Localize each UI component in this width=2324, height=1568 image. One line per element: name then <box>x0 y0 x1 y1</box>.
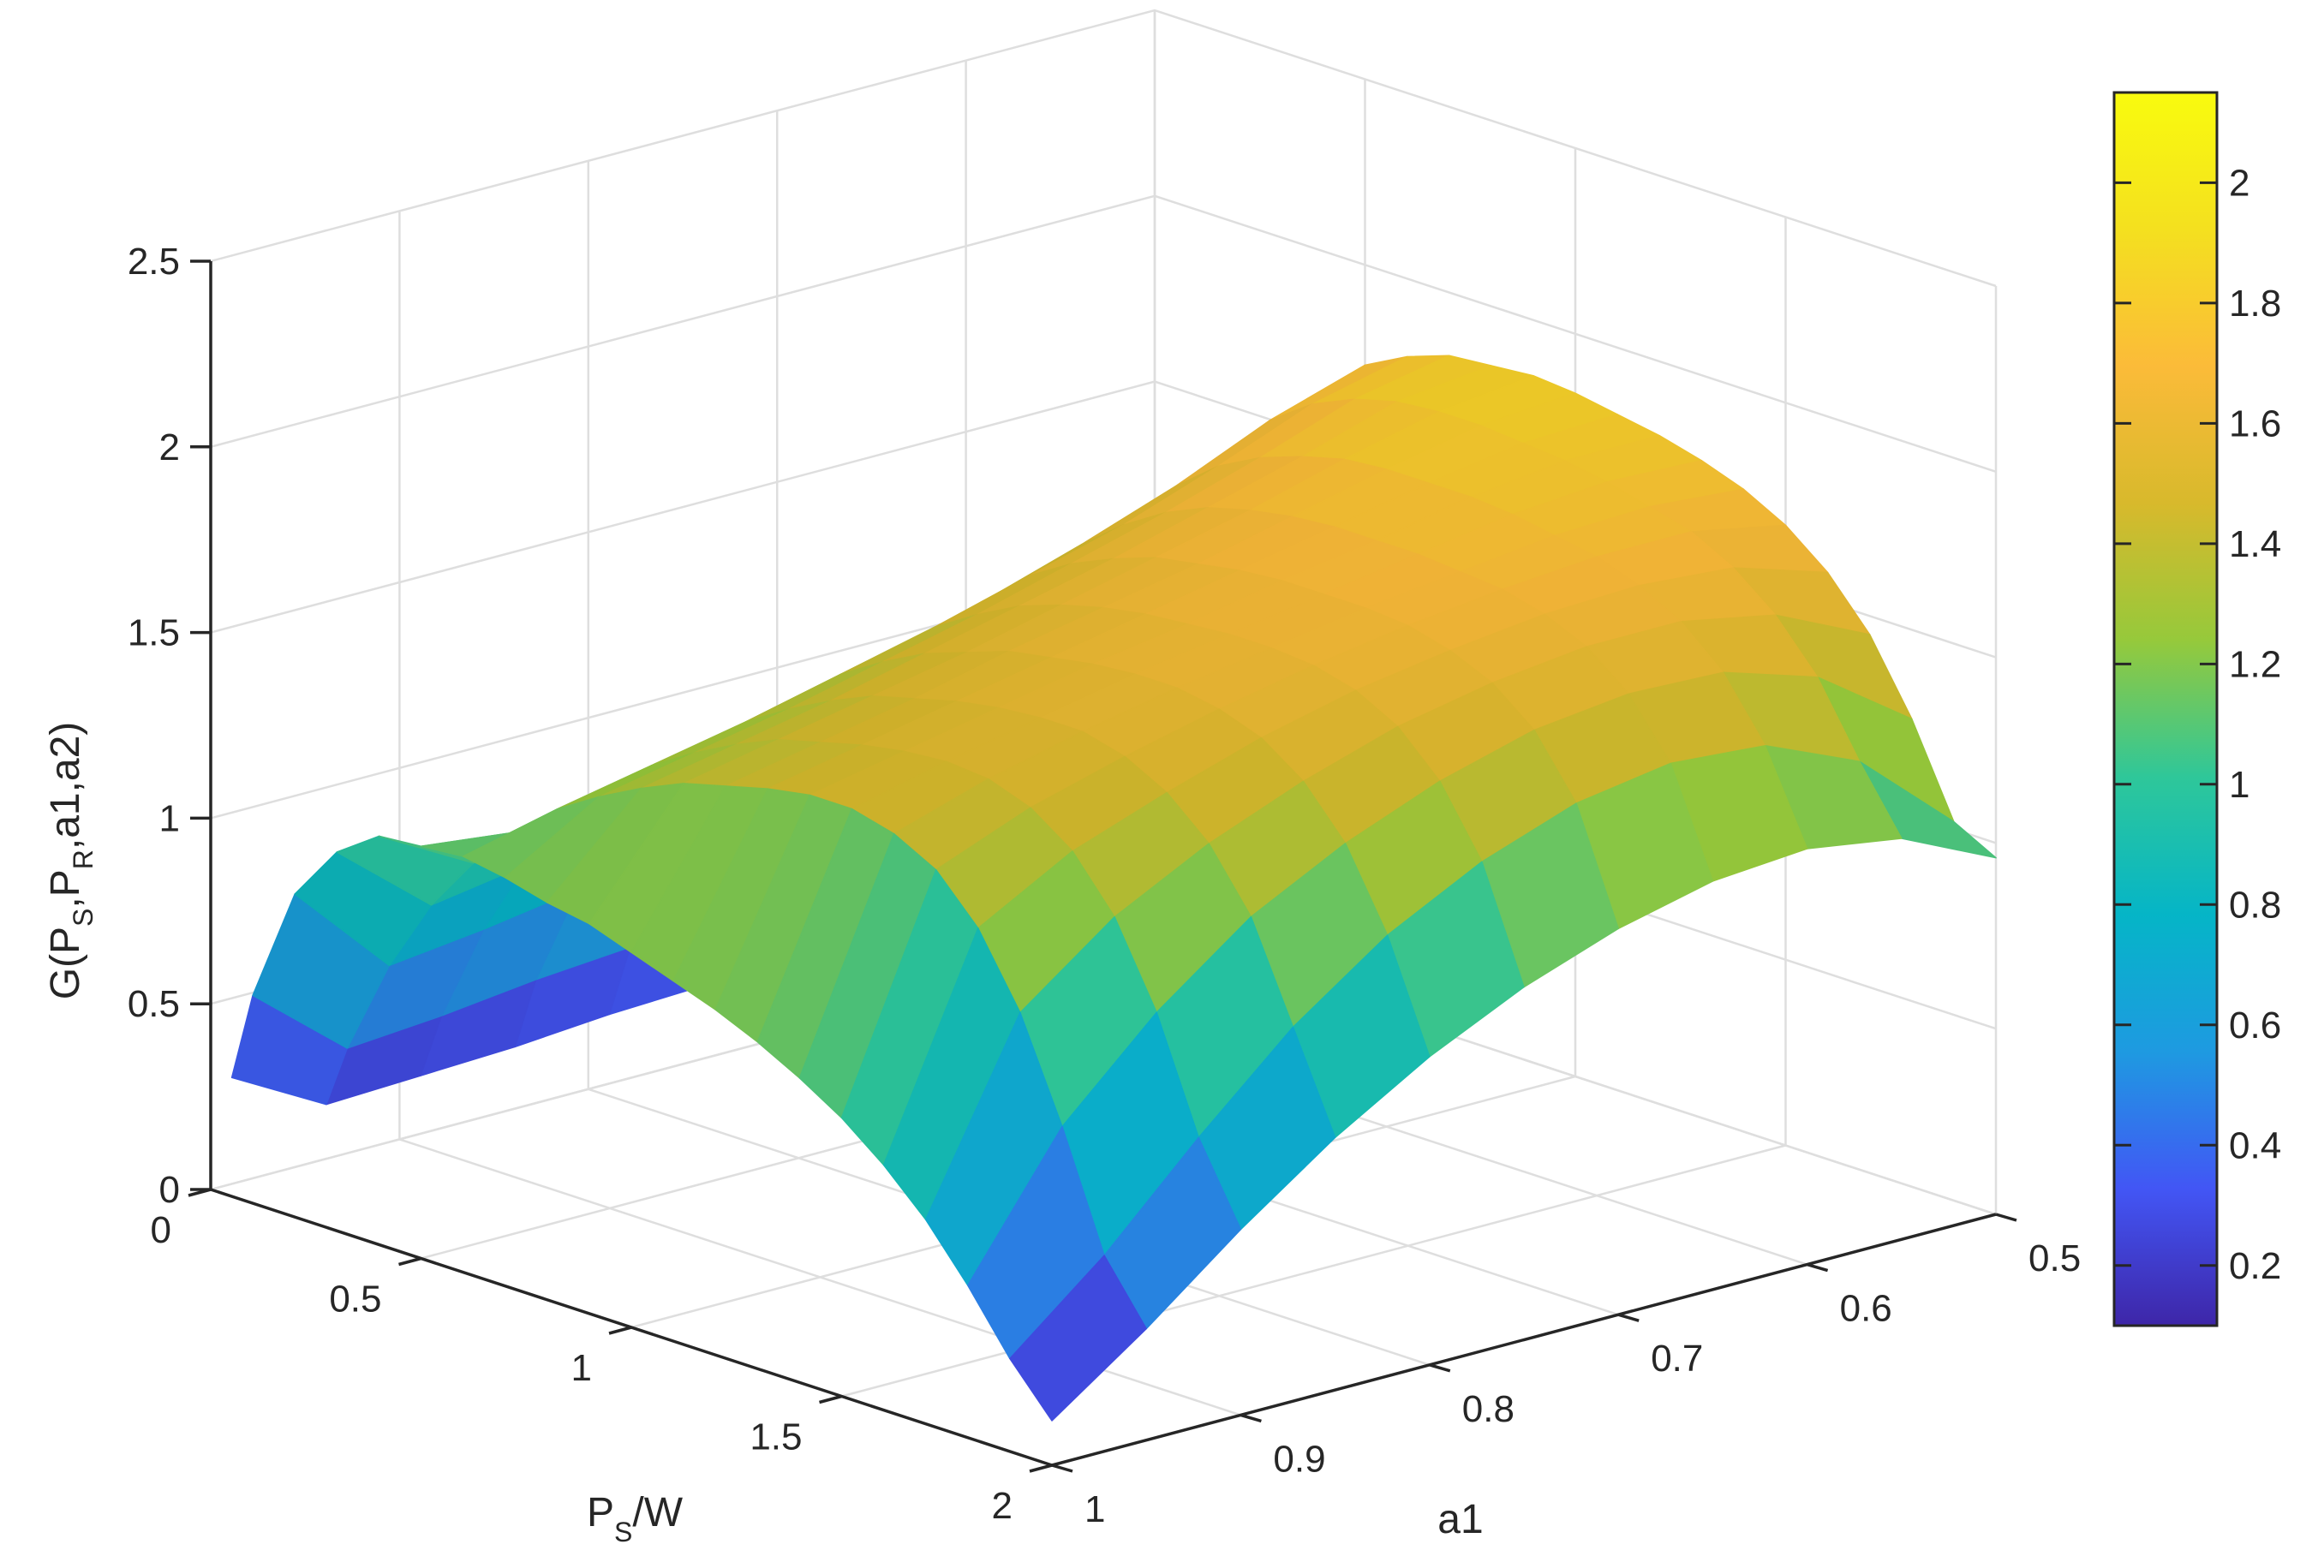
z-tick-label: 0.5 <box>128 983 180 1025</box>
colorbar <box>2112 91 2219 1327</box>
colorbar-ticks: 0.2 0.4 0.6 0.8 1 1.2 1.4 1.6 1.8 2 <box>2114 162 2281 1287</box>
colorbar-tick-label: 1.6 <box>2229 402 2281 444</box>
x-tick-label: 2 <box>992 1485 1013 1527</box>
x-tick-label: 0.5 <box>329 1279 381 1321</box>
x-axis-ticks: 0 0.5 1 1.5 2 <box>151 1188 1053 1527</box>
y-axis-title: a1 <box>1437 1497 1483 1542</box>
x-tick-mark <box>1029 1464 1053 1473</box>
y-tick-label: 0.6 <box>1840 1288 1892 1330</box>
colorbar-tick-label: 2 <box>2229 162 2249 204</box>
x-tick-mark <box>398 1256 421 1267</box>
z-axis-ticks: 0 0.5 1 1.5 2 2.5 <box>128 241 211 1211</box>
z-axis-title: G(PS,PR,a1,a2) <box>43 722 99 1000</box>
gridline-z <box>210 9 1997 288</box>
x-axis-title: PS/W <box>587 1490 684 1547</box>
colorbar-tick-label: 1.4 <box>2229 523 2281 565</box>
surface-patches <box>230 355 1997 1422</box>
y-tick-mark <box>1240 1413 1262 1423</box>
gridline-z <box>210 194 1997 473</box>
x-tick-label: 0 <box>151 1209 171 1251</box>
y-tick-mark <box>1051 1464 1073 1473</box>
z-tick-label: 2.5 <box>128 241 180 283</box>
z-tick-label: 1.5 <box>128 612 180 654</box>
x-tick-mark <box>819 1394 842 1404</box>
colorbar-tick-label: 1 <box>2229 764 2249 806</box>
z-tick-label: 0 <box>159 1169 180 1211</box>
colorbar-tick-label: 1.2 <box>2229 643 2281 685</box>
colorbar-tick-label: 0.2 <box>2229 1245 2281 1287</box>
x-tick-label: 1.5 <box>750 1416 802 1458</box>
y-axis-ticks: 0.5 0.6 0.7 0.8 0.9 1 <box>1051 1213 2081 1530</box>
gridline-x-floor <box>841 1144 1786 1398</box>
y-tick-mark <box>1995 1213 2017 1222</box>
z-tick-label: 1 <box>159 797 180 839</box>
y-tick-label: 0.9 <box>1273 1438 1325 1480</box>
surface-patch <box>1009 1255 1147 1422</box>
y-tick-mark <box>1617 1313 1640 1322</box>
y-tick-label: 1 <box>1084 1488 1105 1530</box>
y-tick-label: 0.5 <box>2028 1237 2081 1279</box>
y-tick-label: 0.7 <box>1651 1338 1703 1380</box>
x-tick-label: 1 <box>571 1347 592 1389</box>
colorbar-tick-label: 0.6 <box>2229 1005 2281 1046</box>
y-axis-line <box>1051 1213 1997 1467</box>
x-tick-mark <box>608 1326 632 1335</box>
colorbar-tick-label: 0.4 <box>2229 1124 2281 1166</box>
y-tick-mark <box>1429 1363 1451 1373</box>
y-tick-mark <box>1807 1262 1829 1273</box>
colorbar-tick-label: 1.8 <box>2229 283 2281 325</box>
z-tick-label: 2 <box>159 426 180 468</box>
colorbar-tick-label: 0.8 <box>2229 884 2281 926</box>
y-tick-label: 0.8 <box>1462 1388 1514 1430</box>
